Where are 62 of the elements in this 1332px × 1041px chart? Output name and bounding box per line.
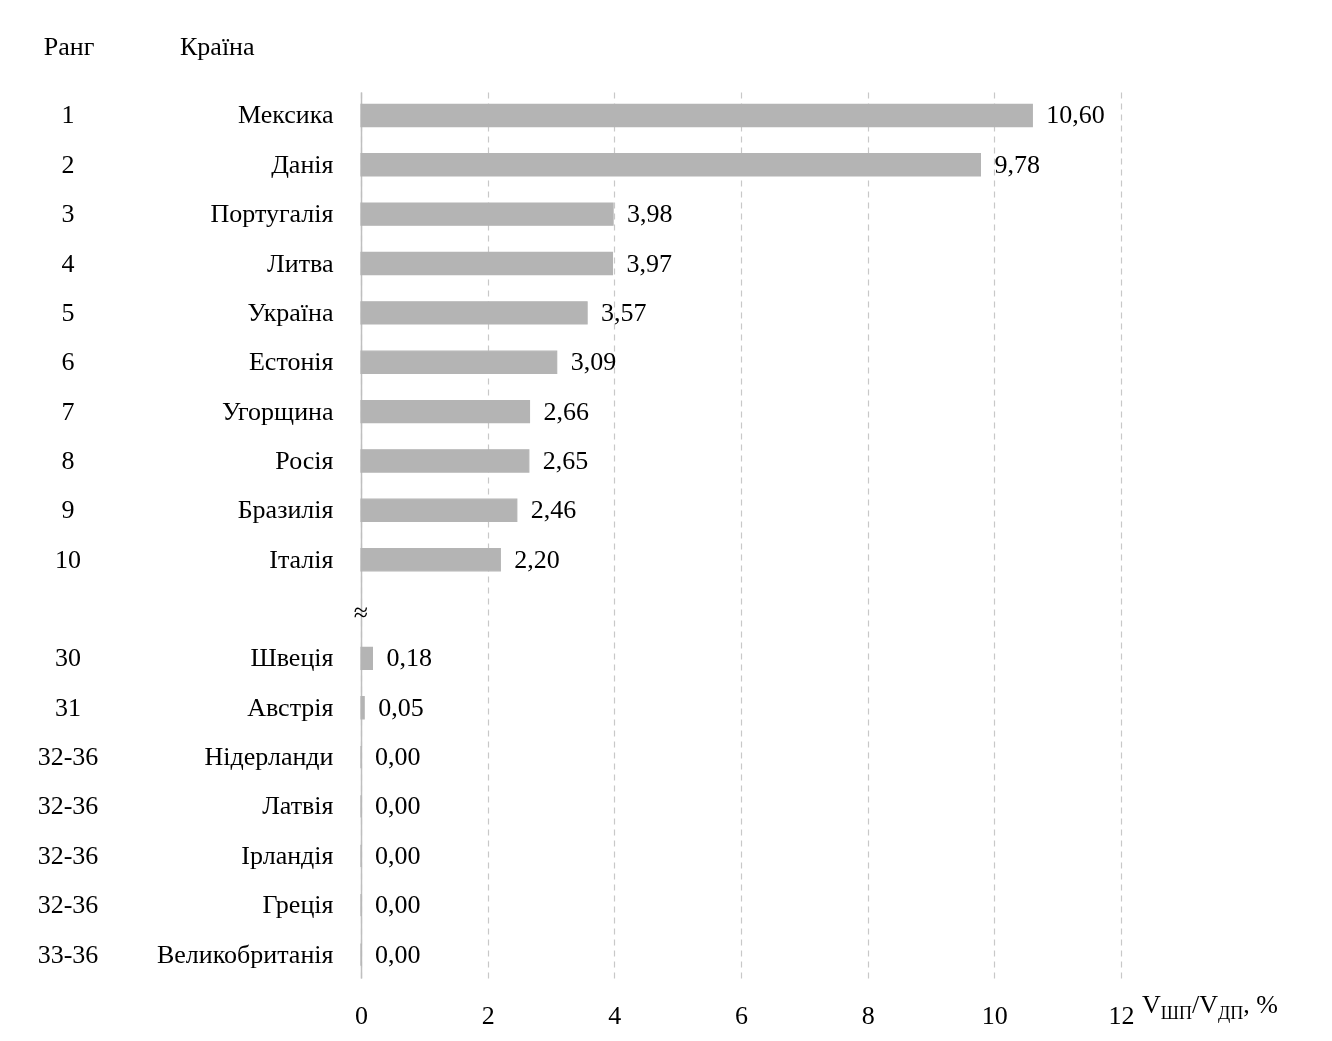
y-tick-label: Ірландія xyxy=(241,840,334,870)
annotation: ≈ xyxy=(353,598,369,628)
data-label: 0,00 xyxy=(375,890,421,920)
y-tick-label: Бразилія xyxy=(237,495,334,525)
data-label: 0,00 xyxy=(375,840,421,870)
x-tick-label: 2 xyxy=(481,1000,495,1030)
x-axis-title: V$_{ШП}$/V$_{ДП}$, % xyxy=(1142,990,1278,1025)
data-label: 0,05 xyxy=(378,692,424,722)
text: 4 xyxy=(61,248,75,278)
data-label: 2,46 xyxy=(530,495,577,525)
text: 5 xyxy=(61,297,75,327)
y-tick-label: Італія xyxy=(269,544,334,574)
text: 7 xyxy=(61,396,75,426)
text: Ранг xyxy=(43,32,95,61)
text: 1 xyxy=(61,100,75,130)
text: 6 xyxy=(61,347,75,377)
text: 32-36 xyxy=(37,742,99,772)
x-tick-label: 8 xyxy=(861,1000,875,1030)
data-label: 2,66 xyxy=(543,396,589,426)
x-tick-label: 10 xyxy=(981,1000,1008,1030)
y-tick-label: Данія xyxy=(271,149,334,179)
y-tick-label: Естонія xyxy=(248,347,334,377)
text: 31 xyxy=(55,692,81,722)
text: 30 xyxy=(55,643,81,673)
text: 32-36 xyxy=(37,890,99,920)
y-tick-label: Греція xyxy=(262,890,334,920)
x-tick-label: 0 xyxy=(355,1000,368,1030)
text: 33-36 xyxy=(37,939,99,969)
text: 9 xyxy=(61,495,75,525)
data-label: 2,20 xyxy=(514,544,560,574)
text: 3 xyxy=(61,199,75,229)
y-tick-label: Великобританія xyxy=(156,939,334,969)
text: 32-36 xyxy=(37,791,99,821)
y-tick-label: Швеція xyxy=(250,643,334,673)
y-tick-label: Росія xyxy=(275,445,334,475)
y-tick-label: Нідерланди xyxy=(204,742,334,772)
x-tick-label: 6 xyxy=(735,1000,748,1030)
data-label: 0,00 xyxy=(375,939,421,969)
data-label: 10,60 xyxy=(1046,100,1105,130)
y-tick-label: Португалія xyxy=(210,199,334,229)
data-label: 0,00 xyxy=(375,791,421,821)
y-tick-label: Мексика xyxy=(237,100,334,130)
y-tick-label: Литва xyxy=(267,248,334,278)
data-label: 3,09 xyxy=(570,347,617,377)
y-tick-label: Австрія xyxy=(247,692,334,722)
data-label: 3,57 xyxy=(601,297,647,327)
x-tick-label: 4 xyxy=(608,1000,622,1030)
y-tick-label: Угорщина xyxy=(221,396,334,426)
text: 2 xyxy=(61,149,75,179)
text: 32-36 xyxy=(37,840,99,870)
y-tick-label: Україна xyxy=(247,297,334,327)
data-label: 0,00 xyxy=(375,742,421,772)
data-label: 3,97 xyxy=(626,248,672,278)
text: 10 xyxy=(55,544,81,574)
data-label: 3,98 xyxy=(627,199,673,229)
text: 8 xyxy=(61,445,75,475)
y-axis-title: Країна xyxy=(180,32,256,61)
data-label: 0,18 xyxy=(386,643,432,673)
y-tick-label: Латвія xyxy=(262,791,334,821)
x-tick-label: 12 xyxy=(1108,1000,1135,1030)
data-label: 2,65 xyxy=(542,445,589,475)
data-label: 9,78 xyxy=(994,149,1040,179)
